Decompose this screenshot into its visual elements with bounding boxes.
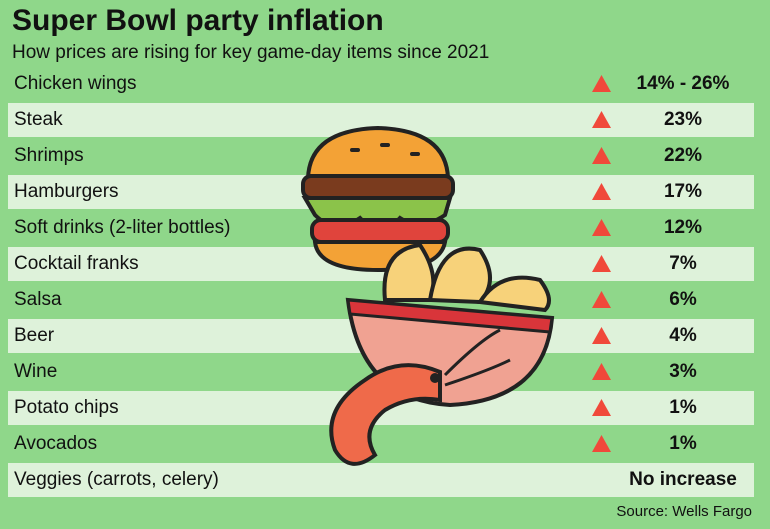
row-label: Shrimps [14,145,84,166]
row-label: Cocktail franks [14,253,139,274]
row-value: 14% - 26% [637,73,730,94]
row-value: 22% [664,145,702,166]
row-value: 6% [669,289,697,310]
row-label: Potato chips [14,397,119,418]
title: Super Bowl party inflation [12,4,384,37]
row-label: Hamburgers [14,181,119,202]
increase-icons [592,75,611,452]
row-label: Veggies (carrots, celery) [14,469,219,490]
source: Source: Wells Fargo [616,503,752,520]
row-value: 1% [669,433,697,454]
row-value: No increase [629,469,737,490]
up-triangle [592,219,611,236]
row-value: 12% [664,217,702,238]
row-label: Steak [14,109,63,130]
row-value: 4% [669,325,697,346]
row-label: Avocados [14,433,97,454]
up-triangle [592,147,611,164]
up-triangle [592,435,611,452]
up-triangle [592,255,611,272]
row-band [8,463,754,497]
food-illustration [301,125,555,466]
up-triangle [592,399,611,416]
row-value: 17% [664,181,702,202]
row-value: 1% [669,397,697,418]
up-triangle [592,363,611,380]
up-triangle [592,111,611,128]
up-triangle [592,183,611,200]
row-value: 7% [669,253,697,274]
up-triangle [592,327,611,344]
row-label: Salsa [14,289,62,310]
up-triangle [592,75,611,92]
row-label: Soft drinks (2-liter bottles) [14,217,230,238]
row-value: 23% [664,109,702,130]
row-label: Beer [14,325,55,346]
row-label: Wine [14,361,57,382]
up-triangle [592,291,611,308]
row-value: 3% [669,361,697,382]
subtitle: How prices are rising for key game-day i… [12,42,489,63]
row-label: Chicken wings [14,73,137,94]
